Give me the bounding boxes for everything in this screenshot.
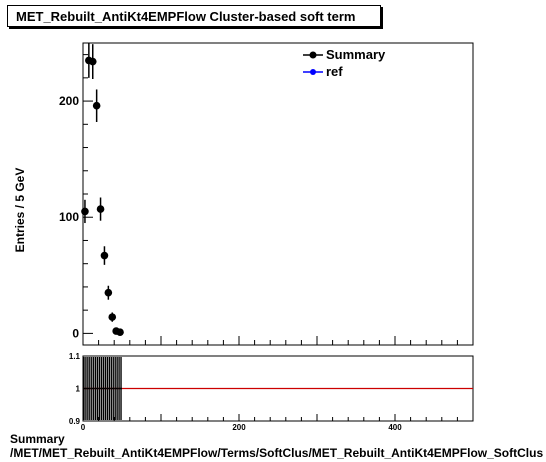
summary-point: [96, 205, 105, 213]
legend-summary-marker: [309, 51, 317, 59]
ratio-x-tick-label: 400: [388, 423, 402, 432]
legend-summary-label: Summary: [326, 47, 386, 62]
summary-point: [81, 207, 89, 216]
summary-point: [104, 288, 113, 297]
summary-point: [88, 57, 97, 66]
summary-point: [108, 313, 117, 321]
ratio-x-tick-label: 0: [81, 423, 86, 432]
footer-line-2: /MET/MET_Rebuilt_AntiKt4EMPFlow/Terms/So…: [10, 446, 544, 460]
main-plot-frame: [82, 42, 474, 346]
summary-point: [116, 328, 124, 337]
ratio-x-tick-label: 200: [232, 423, 246, 432]
ratio-y-tick-label: 1: [76, 385, 81, 394]
legend-ref-marker: [310, 69, 316, 75]
summary-point: [100, 251, 109, 260]
footer-line-1: Summary: [10, 432, 65, 446]
y-tick-label: 100: [59, 210, 79, 224]
y-tick-label: 0: [72, 326, 79, 340]
legend: Summary ref: [303, 47, 386, 79]
chart-title-box: MET_Rebuilt_AntiKt4EMPFlow Cluster-based…: [7, 5, 381, 27]
ratio-y-tick-label: 1.1: [69, 352, 81, 361]
chart-title: MET_Rebuilt_AntiKt4EMPFlow Cluster-based…: [16, 9, 356, 24]
summary-point: [92, 101, 101, 110]
y-tick-label: 200: [59, 94, 79, 108]
legend-ref-label: ref: [326, 64, 343, 79]
ratio-y-tick-label: 0.9: [69, 417, 81, 426]
